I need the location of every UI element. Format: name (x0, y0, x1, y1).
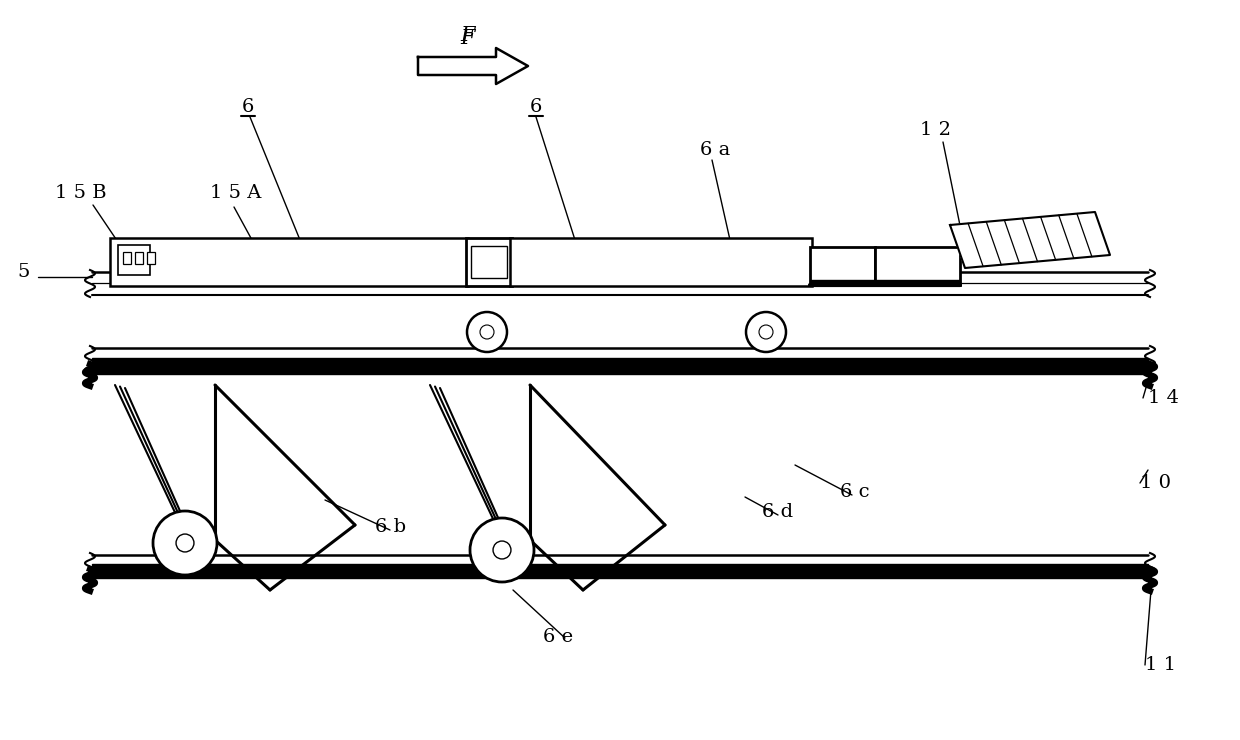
Bar (110, 238, 467, 286)
Bar (875, 247, 960, 285)
Polygon shape (950, 212, 1110, 268)
Bar (510, 238, 812, 286)
Text: 1 2: 1 2 (920, 121, 951, 139)
Circle shape (153, 511, 217, 575)
Circle shape (494, 541, 511, 559)
Bar (92, 564, 1148, 578)
Circle shape (746, 312, 786, 352)
Circle shape (480, 325, 494, 339)
Bar (466, 238, 512, 286)
Text: 1 4: 1 4 (1148, 389, 1179, 407)
Text: 6 a: 6 a (701, 141, 730, 159)
Bar (123, 252, 131, 264)
Bar (92, 358, 1148, 374)
Text: 6: 6 (242, 98, 254, 116)
Text: 5: 5 (17, 263, 30, 281)
Text: 1 1: 1 1 (1145, 656, 1176, 674)
Text: 6 e: 6 e (543, 628, 573, 646)
Circle shape (759, 325, 773, 339)
Text: 6 d: 6 d (763, 503, 794, 521)
Polygon shape (418, 48, 528, 84)
Text: 1 5 B: 1 5 B (55, 184, 107, 202)
Bar (148, 252, 155, 264)
Text: 1 0: 1 0 (1140, 474, 1171, 492)
Bar (118, 245, 150, 275)
Text: 1 5 A: 1 5 A (210, 184, 262, 202)
Text: F: F (461, 25, 475, 44)
Bar (810, 280, 960, 285)
Text: 6 c: 6 c (839, 483, 869, 501)
Bar (810, 247, 875, 285)
Circle shape (176, 534, 193, 552)
Text: 6 b: 6 b (374, 518, 407, 536)
Circle shape (470, 518, 534, 582)
Circle shape (467, 312, 507, 352)
Text: 6: 6 (529, 98, 542, 116)
Bar (471, 246, 507, 278)
Bar (135, 252, 143, 264)
Text: F: F (461, 29, 475, 47)
